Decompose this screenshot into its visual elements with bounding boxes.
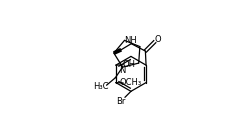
Text: Br: Br bbox=[116, 97, 126, 106]
Text: NH: NH bbox=[125, 36, 137, 45]
Text: OH: OH bbox=[122, 60, 135, 69]
Text: OCH₃: OCH₃ bbox=[120, 79, 142, 88]
Text: N: N bbox=[119, 66, 126, 75]
Text: H₃C: H₃C bbox=[93, 82, 109, 91]
Text: O: O bbox=[154, 35, 161, 44]
